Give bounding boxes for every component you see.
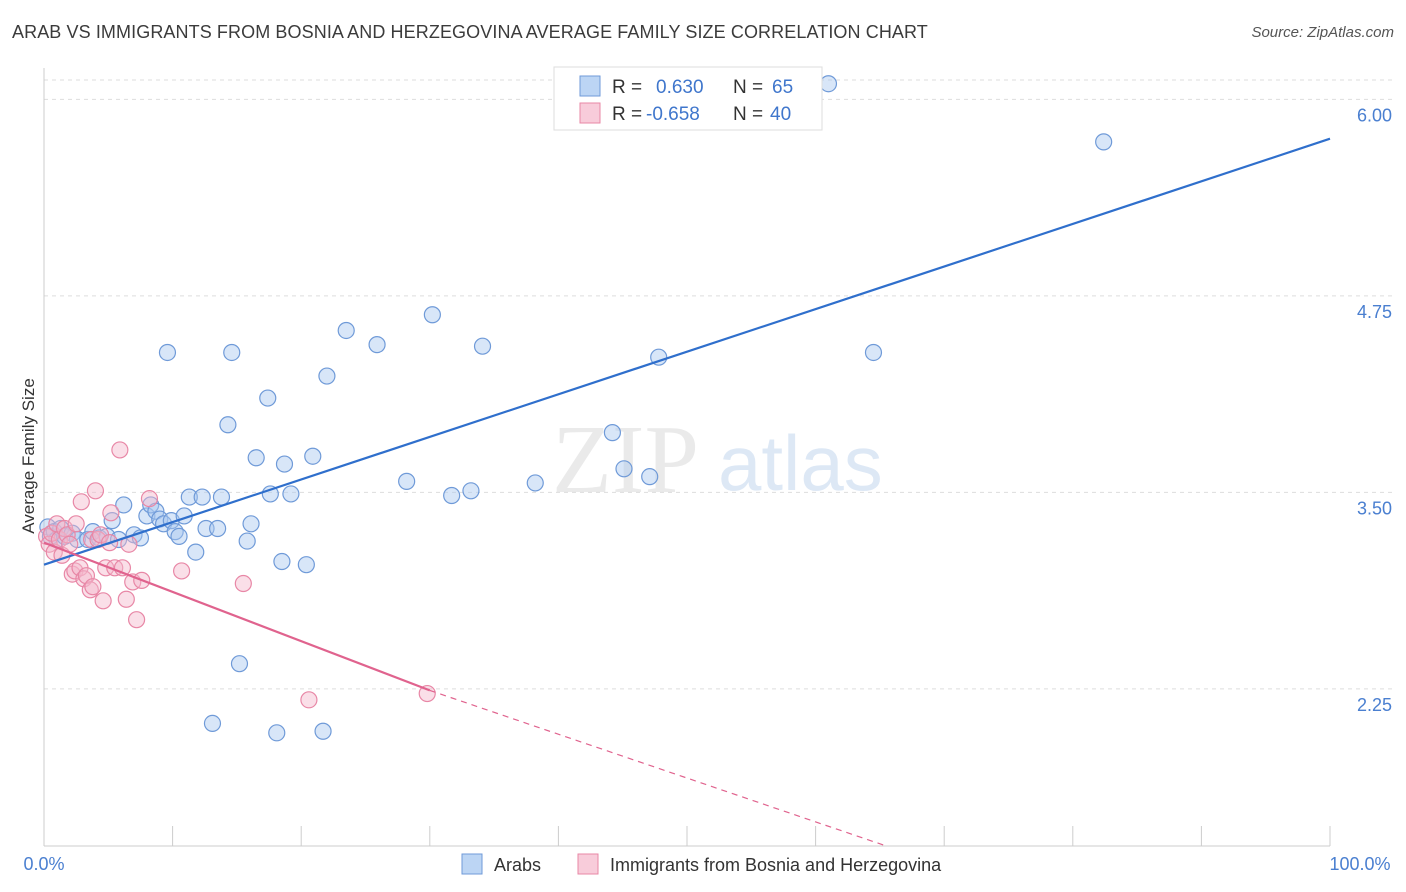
y-tick-label: 2.25: [1357, 695, 1392, 715]
y-axis-label: Average Family Size: [19, 378, 38, 534]
arabs-point: [526, 474, 544, 492]
arabs-point: [282, 485, 300, 503]
stats-r-label-blue: R =: [612, 77, 642, 98]
grid-lines: [44, 79, 1392, 690]
arabs-point: [337, 321, 355, 340]
stats-n-value-pink: 40: [770, 104, 791, 125]
arabs-point: [247, 449, 265, 467]
legend-label-bosnia: Immigrants from Bosnia and Herzegovina: [610, 855, 942, 875]
watermark-atlas: atlas: [718, 419, 883, 507]
source-credit: Source: ZipAtlas.com: [1251, 24, 1394, 41]
arabs-point: [158, 343, 177, 362]
stats-box: R = 0.630 N = 65 R = -0.658 N = 40: [553, 66, 823, 131]
y-tick-label: 4.75: [1357, 302, 1392, 322]
arabs-trend-line: [43, 137, 1331, 566]
arabs-point: [423, 306, 441, 324]
arabs-point: [115, 496, 133, 514]
bosnia-point: [94, 592, 112, 610]
stats-r-value-pink: -0.658: [646, 104, 700, 125]
chart-title: ARAB VS IMMIGRANTS FROM BOSNIA AND HERZE…: [12, 22, 928, 42]
arabs-point: [268, 724, 286, 742]
legend: Arabs Immigrants from Bosnia and Herzego…: [461, 853, 942, 875]
arabs-point: [473, 337, 492, 355]
y-axis-tick-labels: 2.25 3.50 4.75 6.00: [1357, 105, 1392, 714]
legend-swatch-arabs: [461, 853, 483, 875]
arabs-point: [187, 543, 205, 561]
stats-swatch-blue: [579, 75, 601, 97]
bosnia-point: [67, 515, 85, 533]
arabs-point: [615, 460, 633, 478]
arabs-point: [819, 75, 838, 93]
stats-n-value-blue: 65: [772, 77, 793, 98]
stats-n-label-blue: N =: [733, 77, 763, 98]
bosnia-point: [72, 493, 90, 511]
arabs-point: [209, 519, 227, 538]
bosnia-point: [300, 691, 318, 709]
bosnia-point: [81, 581, 99, 599]
bosnia-point: [84, 578, 102, 596]
arabs-point: [304, 447, 322, 465]
bosnia-trend-extension: [429, 689, 887, 847]
x-tick-label-min: 0.0%: [23, 854, 64, 874]
legend-swatch-bosnia: [577, 853, 599, 875]
arabs-point: [180, 488, 198, 506]
watermark-zip: ZIP: [552, 406, 699, 514]
arabs-point: [203, 714, 222, 733]
bosnia-point: [86, 482, 105, 500]
arabs-point: [398, 472, 416, 490]
arabs-point: [219, 416, 237, 434]
arabs-point: [242, 515, 260, 533]
x-axis-ticks: [43, 826, 1331, 846]
arabs-point: [193, 488, 211, 506]
arabs-point: [230, 655, 249, 673]
bosnia-point: [111, 441, 129, 459]
bosnia-point: [418, 684, 436, 703]
arabs-point: [1095, 133, 1113, 151]
bosnia-point: [77, 567, 96, 585]
bosnia-point: [117, 590, 135, 608]
arabs-point: [462, 482, 480, 500]
stats-n-label-pink: N =: [733, 104, 763, 125]
arabs-point: [238, 532, 256, 550]
stats-swatch-pink: [579, 102, 601, 124]
arabs-point: [223, 343, 241, 362]
arabs-point: [273, 552, 291, 571]
bosnia-point: [102, 504, 120, 522]
watermark: ZIP atlas: [552, 406, 883, 514]
arabs-point: [650, 348, 668, 366]
x-tick-label-max: 100.0%: [1329, 854, 1390, 874]
bosnia-point: [173, 562, 191, 580]
arabs-point: [170, 527, 188, 545]
bosnia-trend-line: [43, 541, 431, 692]
arabs-point: [368, 336, 386, 354]
y-tick-label: 6.00: [1357, 105, 1392, 125]
stats-r-value-blue: 0.630: [656, 77, 704, 98]
arabs-point: [603, 424, 622, 442]
arabs-point: [864, 343, 883, 362]
bosnia-point: [234, 574, 252, 593]
bosnia-point: [127, 611, 146, 629]
arabs-point: [259, 389, 277, 407]
legend-item-arabs[interactable]: Arabs: [461, 853, 541, 875]
stats-r-label-pink: R =: [612, 104, 642, 125]
legend-label-arabs: Arabs: [494, 855, 541, 875]
arabs-point: [138, 507, 156, 525]
arabs-point: [275, 455, 294, 473]
arabs-point: [318, 367, 336, 385]
arabs-point: [641, 468, 659, 486]
bosnia-point: [140, 490, 159, 508]
arabs-point: [314, 722, 332, 740]
arabs-point: [212, 488, 231, 506]
arabs-point: [443, 486, 461, 505]
bosnia-point: [82, 530, 101, 549]
legend-item-bosnia[interactable]: Immigrants from Bosnia and Herzegovina: [577, 853, 942, 875]
arabs-point: [297, 556, 315, 574]
y-tick-label: 3.50: [1357, 498, 1392, 518]
